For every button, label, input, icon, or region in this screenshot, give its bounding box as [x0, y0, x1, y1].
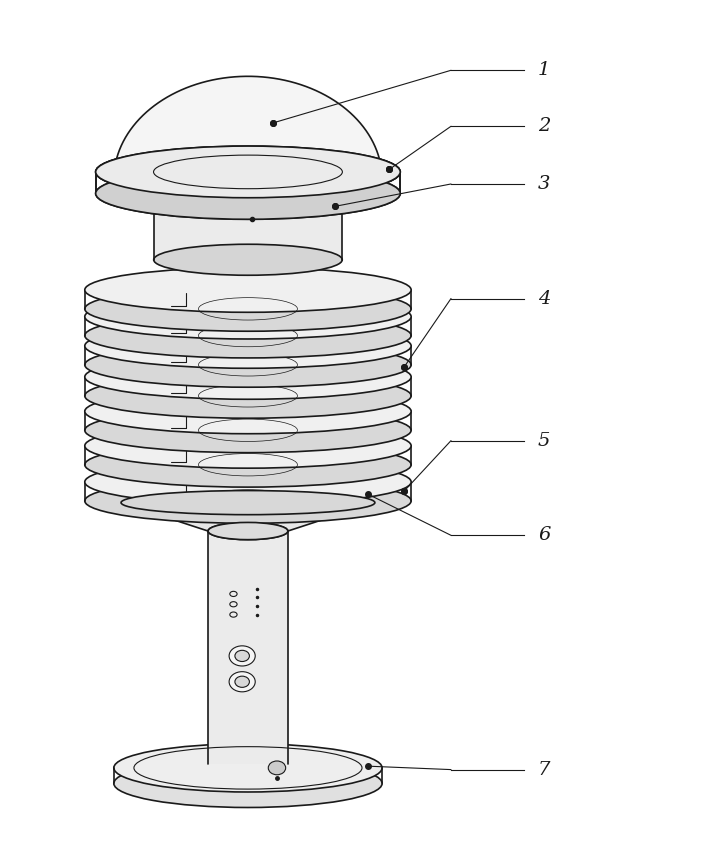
- Ellipse shape: [84, 342, 411, 387]
- Ellipse shape: [121, 491, 375, 515]
- Ellipse shape: [95, 146, 400, 198]
- Ellipse shape: [84, 295, 411, 339]
- Polygon shape: [114, 76, 382, 180]
- Ellipse shape: [95, 168, 400, 219]
- Ellipse shape: [154, 182, 342, 213]
- Ellipse shape: [95, 168, 400, 219]
- Text: 7: 7: [538, 760, 550, 778]
- Ellipse shape: [229, 671, 256, 692]
- Ellipse shape: [84, 323, 411, 368]
- Ellipse shape: [84, 479, 411, 524]
- Text: 4: 4: [538, 289, 550, 308]
- Bar: [256, 192, 280, 202]
- Bar: [260, 264, 272, 499]
- Ellipse shape: [84, 423, 411, 468]
- Text: 5: 5: [538, 432, 550, 449]
- Ellipse shape: [95, 146, 400, 198]
- Polygon shape: [208, 531, 288, 765]
- Text: 3: 3: [538, 175, 550, 193]
- Ellipse shape: [114, 759, 382, 808]
- Ellipse shape: [114, 744, 382, 792]
- Polygon shape: [121, 503, 375, 531]
- Ellipse shape: [208, 523, 288, 540]
- Text: 2: 2: [538, 118, 550, 136]
- Ellipse shape: [95, 146, 400, 198]
- Ellipse shape: [269, 761, 285, 775]
- Ellipse shape: [84, 354, 411, 399]
- Ellipse shape: [154, 245, 342, 276]
- Ellipse shape: [84, 373, 411, 418]
- Ellipse shape: [208, 523, 288, 540]
- Ellipse shape: [208, 756, 288, 773]
- Ellipse shape: [84, 313, 411, 358]
- Ellipse shape: [235, 677, 250, 688]
- Ellipse shape: [84, 442, 411, 487]
- Ellipse shape: [84, 460, 411, 505]
- Ellipse shape: [235, 651, 250, 662]
- Ellipse shape: [84, 268, 411, 312]
- Ellipse shape: [84, 408, 411, 453]
- Ellipse shape: [84, 287, 411, 331]
- Text: 1: 1: [538, 61, 550, 79]
- Text: 6: 6: [538, 526, 550, 544]
- Polygon shape: [154, 198, 342, 260]
- Bar: [219, 192, 256, 202]
- Bar: [242, 264, 255, 499]
- Bar: [223, 264, 237, 499]
- Ellipse shape: [229, 646, 256, 666]
- Ellipse shape: [84, 389, 411, 434]
